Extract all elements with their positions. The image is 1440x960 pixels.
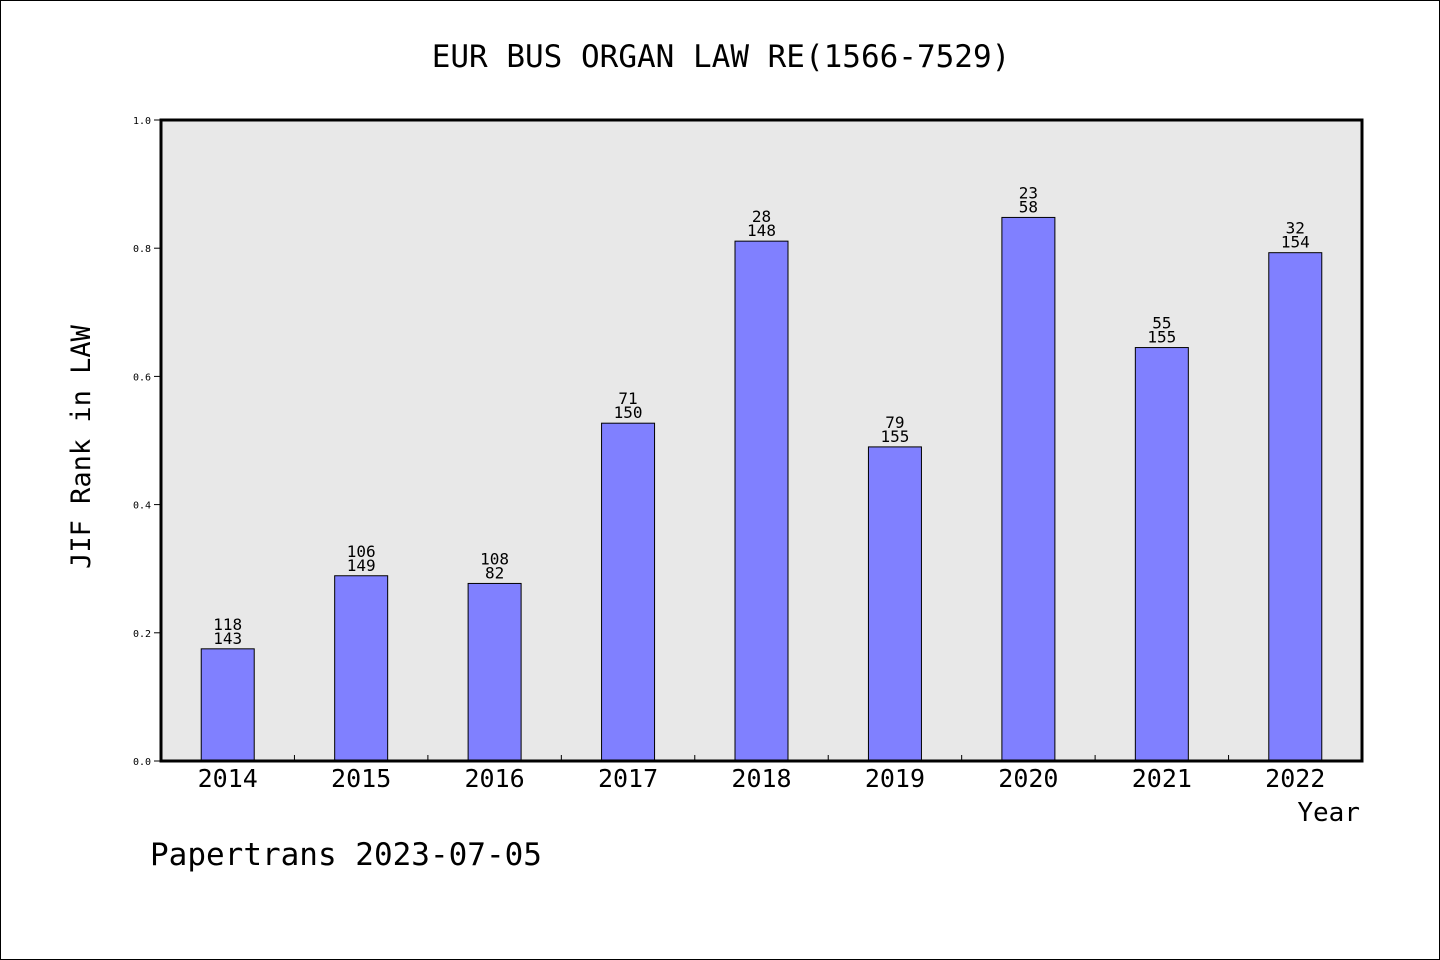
bar-label-total: 155 xyxy=(880,427,909,446)
y-tick-label: 0.0 xyxy=(133,757,151,768)
bar-label-rank: 106 xyxy=(347,542,376,561)
bar-2018 xyxy=(734,240,789,762)
bar-label-total: 143 xyxy=(213,629,242,648)
bar-label-rank: 108 xyxy=(480,549,509,568)
x-tick-label: 2022 xyxy=(1265,764,1325,793)
x-tick-label: 2018 xyxy=(731,764,791,793)
bar-2017 xyxy=(601,422,656,762)
bar-label-rank: 28 xyxy=(752,207,771,226)
bar-label-rank: 55 xyxy=(1152,314,1171,333)
y-tick-label: 0.2 xyxy=(133,629,151,640)
y-tick-label: 1.0 xyxy=(133,116,151,127)
y-axis-ticks: 0.0 0.2 0.4 0.6 0.8 1.0 xyxy=(133,116,161,768)
bar-2019 xyxy=(867,446,922,762)
plot-frame xyxy=(159,118,1364,763)
bar-label-rank: 23 xyxy=(1019,183,1038,202)
y-tick-label: 0.6 xyxy=(133,372,151,383)
bar-label-total: 58 xyxy=(1019,197,1038,216)
x-axis-ticks: 2014 2015 2016 2017 2018 2019 2020 2021 2022 xyxy=(198,755,1325,793)
bar-label-total: 150 xyxy=(614,403,643,422)
x-tick-label: 2021 xyxy=(1132,764,1192,793)
bar-label-rank: 79 xyxy=(885,413,904,432)
x-tick-label: 2017 xyxy=(598,764,658,793)
y-tick-label: 0.4 xyxy=(133,501,151,512)
x-tick-label: 2020 xyxy=(998,764,1058,793)
bar-label-rank: 32 xyxy=(1286,219,1305,238)
bar-label-total: 154 xyxy=(1281,233,1310,252)
footer-text: Papertrans 2023-07-05 xyxy=(150,837,542,873)
bar-2016 xyxy=(467,582,522,762)
bar-label-rank: 118 xyxy=(213,615,242,634)
bar-2022 xyxy=(1268,252,1323,762)
x-tick-label: 2014 xyxy=(198,764,258,793)
bar-2021 xyxy=(1134,347,1189,762)
x-axis-label: Year xyxy=(1297,798,1360,828)
bar-label-total: 82 xyxy=(485,563,504,582)
x-tick-label: 2019 xyxy=(865,764,925,793)
bar-label-total: 155 xyxy=(1147,328,1176,347)
bar-label-total: 148 xyxy=(747,221,776,240)
bar-2015 xyxy=(334,575,389,762)
x-tick-label: 2016 xyxy=(465,764,525,793)
bar-2014 xyxy=(200,648,255,762)
bar-label-total: 149 xyxy=(347,556,376,575)
y-tick-label: 0.8 xyxy=(133,244,151,255)
bar-2020 xyxy=(1001,216,1056,762)
bar-label-rank: 71 xyxy=(618,389,637,408)
x-tick-label: 2015 xyxy=(331,764,391,793)
y-axis-label: JIF Rank in LAW xyxy=(66,324,97,569)
chart-title: EUR BUS ORGAN LAW RE(1566-7529) xyxy=(432,39,1011,75)
